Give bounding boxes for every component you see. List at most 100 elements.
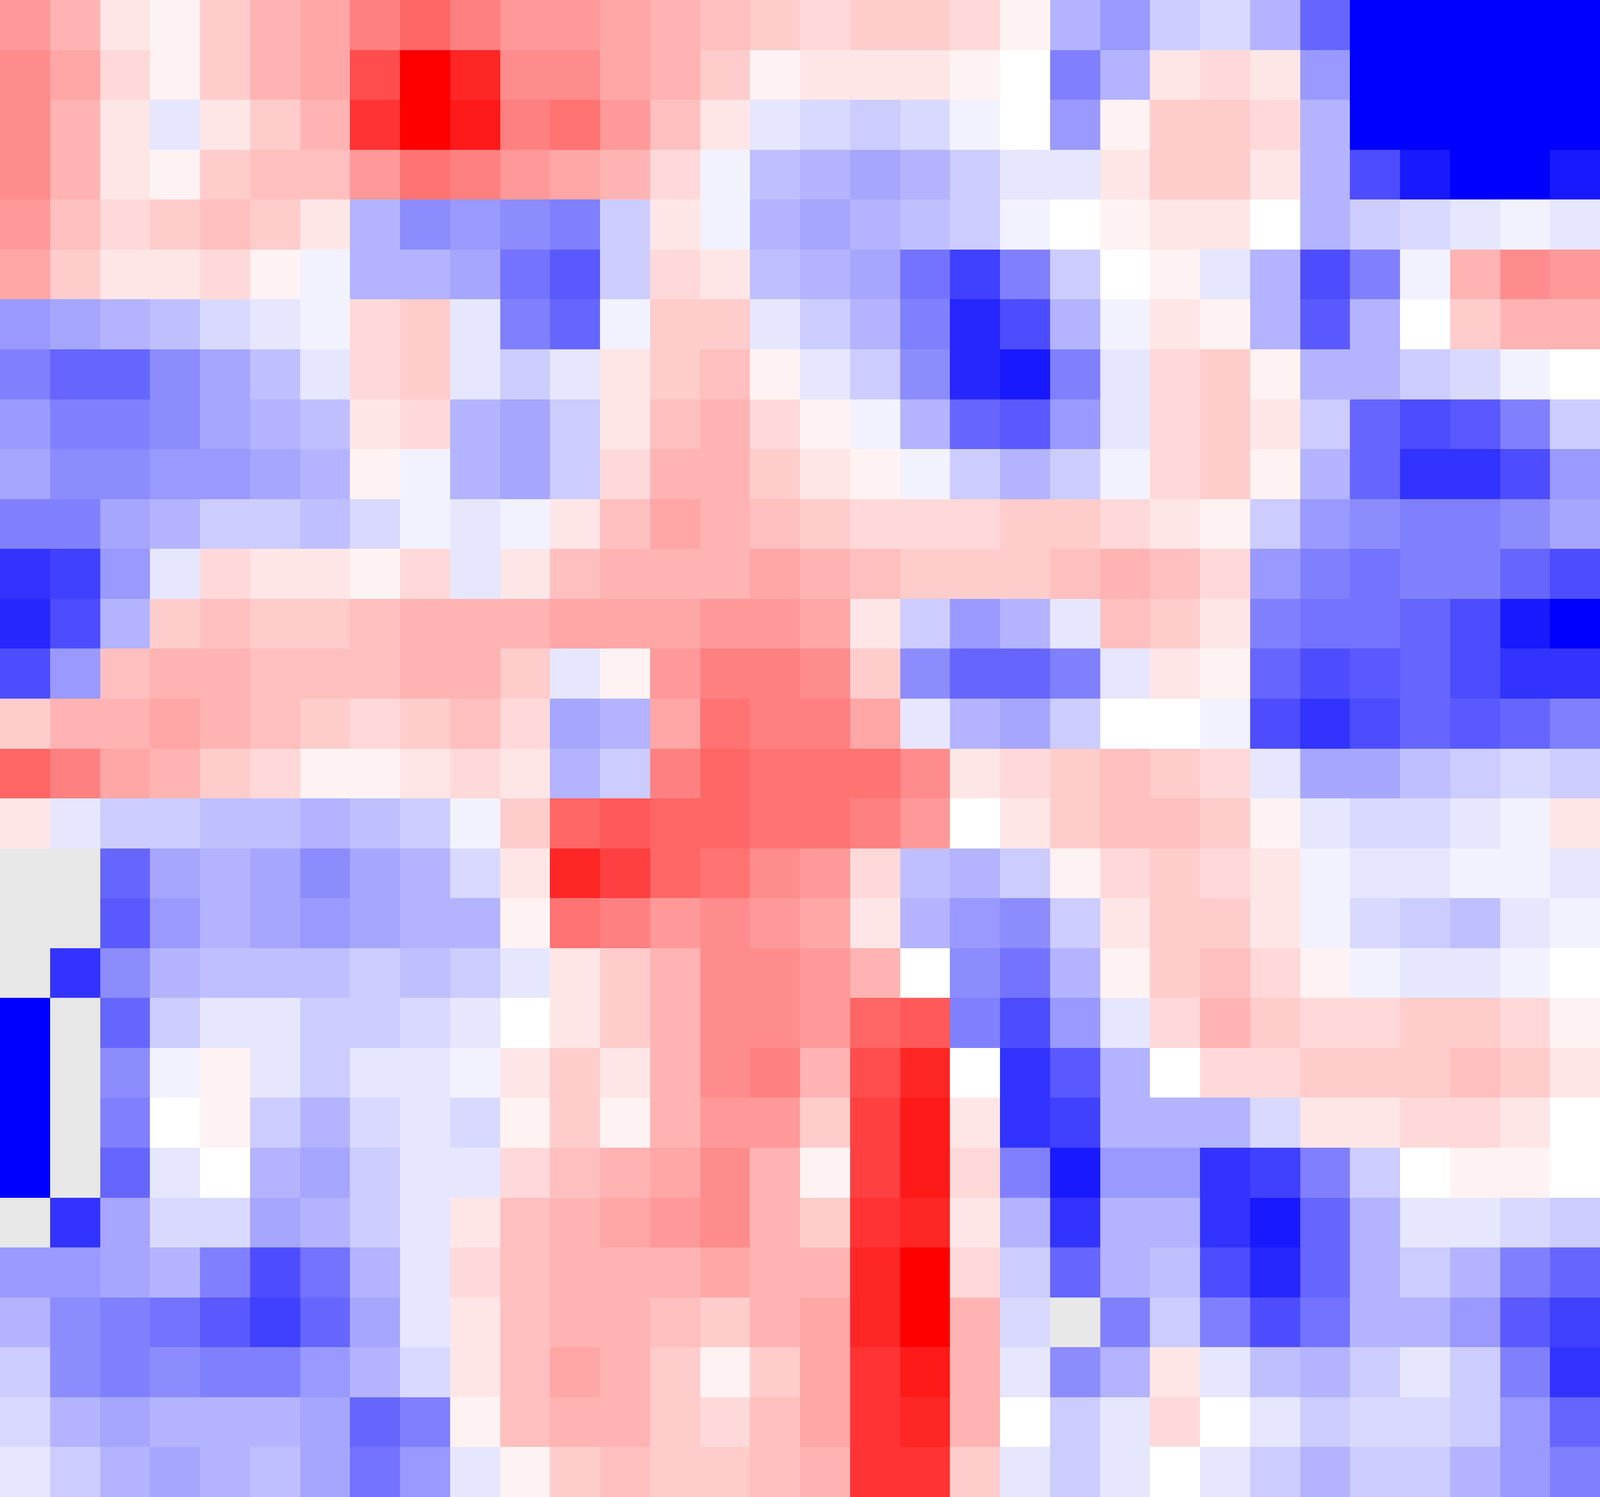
heat-cell xyxy=(600,499,651,550)
heat-cell xyxy=(749,1297,800,1348)
heat-cell xyxy=(700,848,751,899)
heat-cell xyxy=(850,1147,901,1198)
heat-cell xyxy=(650,449,701,500)
heat-cell xyxy=(300,997,351,1048)
heat-cell xyxy=(700,1347,751,1398)
heat-cell xyxy=(700,99,751,150)
heat-cell xyxy=(0,99,51,150)
heat-cell xyxy=(500,648,551,699)
heat-cell xyxy=(500,598,551,650)
heat-cell xyxy=(0,1397,51,1448)
heat-cell xyxy=(1250,648,1301,699)
heat-cell xyxy=(1050,1147,1101,1198)
heat-cell xyxy=(1300,1397,1351,1448)
heat-cell xyxy=(1300,399,1351,450)
heat-cell xyxy=(50,1297,101,1348)
heat-cell xyxy=(349,0,400,51)
heat-cell xyxy=(800,1446,851,1497)
heat-cell xyxy=(1100,1247,1151,1298)
heat-cell xyxy=(1200,1347,1251,1398)
heat-cell xyxy=(50,249,101,300)
heat-cell xyxy=(1149,1397,1200,1448)
heat-cell xyxy=(50,299,101,350)
heat-cell xyxy=(1250,1048,1301,1099)
heat-cell xyxy=(1450,399,1501,450)
heat-cell xyxy=(1250,0,1301,51)
heat-cell xyxy=(549,748,600,799)
heat-cell xyxy=(100,798,151,849)
heat-cell xyxy=(1200,499,1251,550)
heat-cell xyxy=(1000,848,1051,899)
heat-cell xyxy=(1050,848,1101,899)
heat-cell xyxy=(100,1347,151,1398)
heat-cell xyxy=(1149,948,1200,999)
heat-cell xyxy=(1500,997,1551,1048)
heat-cell xyxy=(1050,349,1101,400)
heat-cell xyxy=(100,1297,151,1348)
heat-cell xyxy=(549,1347,600,1398)
heat-cell xyxy=(1400,249,1451,300)
heat-cell xyxy=(650,548,701,599)
heat-cell xyxy=(1549,499,1600,550)
heat-cell xyxy=(200,1347,251,1398)
heat-cell xyxy=(349,1297,400,1348)
heat-cell xyxy=(549,798,600,849)
heat-cell xyxy=(1400,1297,1451,1348)
missing-cell xyxy=(50,1097,101,1148)
heat-cell xyxy=(500,149,551,200)
heat-cell xyxy=(200,798,251,849)
heat-cell xyxy=(549,1297,600,1348)
heat-cell xyxy=(650,598,701,650)
heat-cell xyxy=(300,499,351,550)
heat-cell xyxy=(500,499,551,550)
heat-cell xyxy=(749,698,800,749)
heat-cell xyxy=(1050,648,1101,699)
heat-cell xyxy=(650,499,701,550)
heat-cell xyxy=(1000,1147,1051,1198)
heat-cell xyxy=(650,1247,701,1298)
heat-cell xyxy=(800,149,851,200)
heat-cell xyxy=(1200,1048,1251,1099)
heat-cell xyxy=(749,798,800,849)
heat-cell xyxy=(500,548,551,599)
heat-cell xyxy=(300,948,351,999)
heat-cell xyxy=(1250,199,1301,250)
heat-cell xyxy=(100,1397,151,1448)
heat-cell xyxy=(700,1048,751,1099)
heat-cell xyxy=(1400,449,1451,500)
heat-cell xyxy=(1050,0,1101,51)
heat-cell xyxy=(800,748,851,799)
heat-cell xyxy=(749,99,800,150)
heat-cell xyxy=(0,1297,51,1348)
heat-cell xyxy=(250,0,301,51)
heat-cell xyxy=(1100,997,1151,1048)
heat-cell xyxy=(400,249,451,300)
heat-cell xyxy=(1450,698,1501,749)
heat-cell xyxy=(200,1097,251,1148)
heat-cell xyxy=(250,1397,301,1448)
heat-cell xyxy=(300,548,351,599)
heat-cell xyxy=(100,548,151,599)
heat-cell xyxy=(1100,748,1151,799)
heat-cell xyxy=(300,299,351,350)
missing-cell xyxy=(0,948,51,999)
heat-cell xyxy=(450,848,501,899)
heat-cell xyxy=(450,249,501,300)
heat-cell xyxy=(700,199,751,250)
heat-cell xyxy=(1450,299,1501,350)
heat-cell xyxy=(650,199,701,250)
heat-cell xyxy=(0,449,51,500)
heat-cell xyxy=(949,299,1000,350)
heat-cell xyxy=(650,50,701,101)
heat-cell xyxy=(1050,997,1101,1048)
heat-cell xyxy=(850,1097,901,1148)
heat-cell xyxy=(1000,199,1051,250)
heat-cell xyxy=(149,598,200,650)
heat-cell xyxy=(1400,1247,1451,1298)
heat-cell xyxy=(400,1347,451,1398)
heat-cell xyxy=(700,1247,751,1298)
heat-cell xyxy=(650,898,701,949)
heat-cell xyxy=(300,598,351,650)
heat-cell xyxy=(1549,249,1600,300)
heat-cell xyxy=(1400,1347,1451,1398)
